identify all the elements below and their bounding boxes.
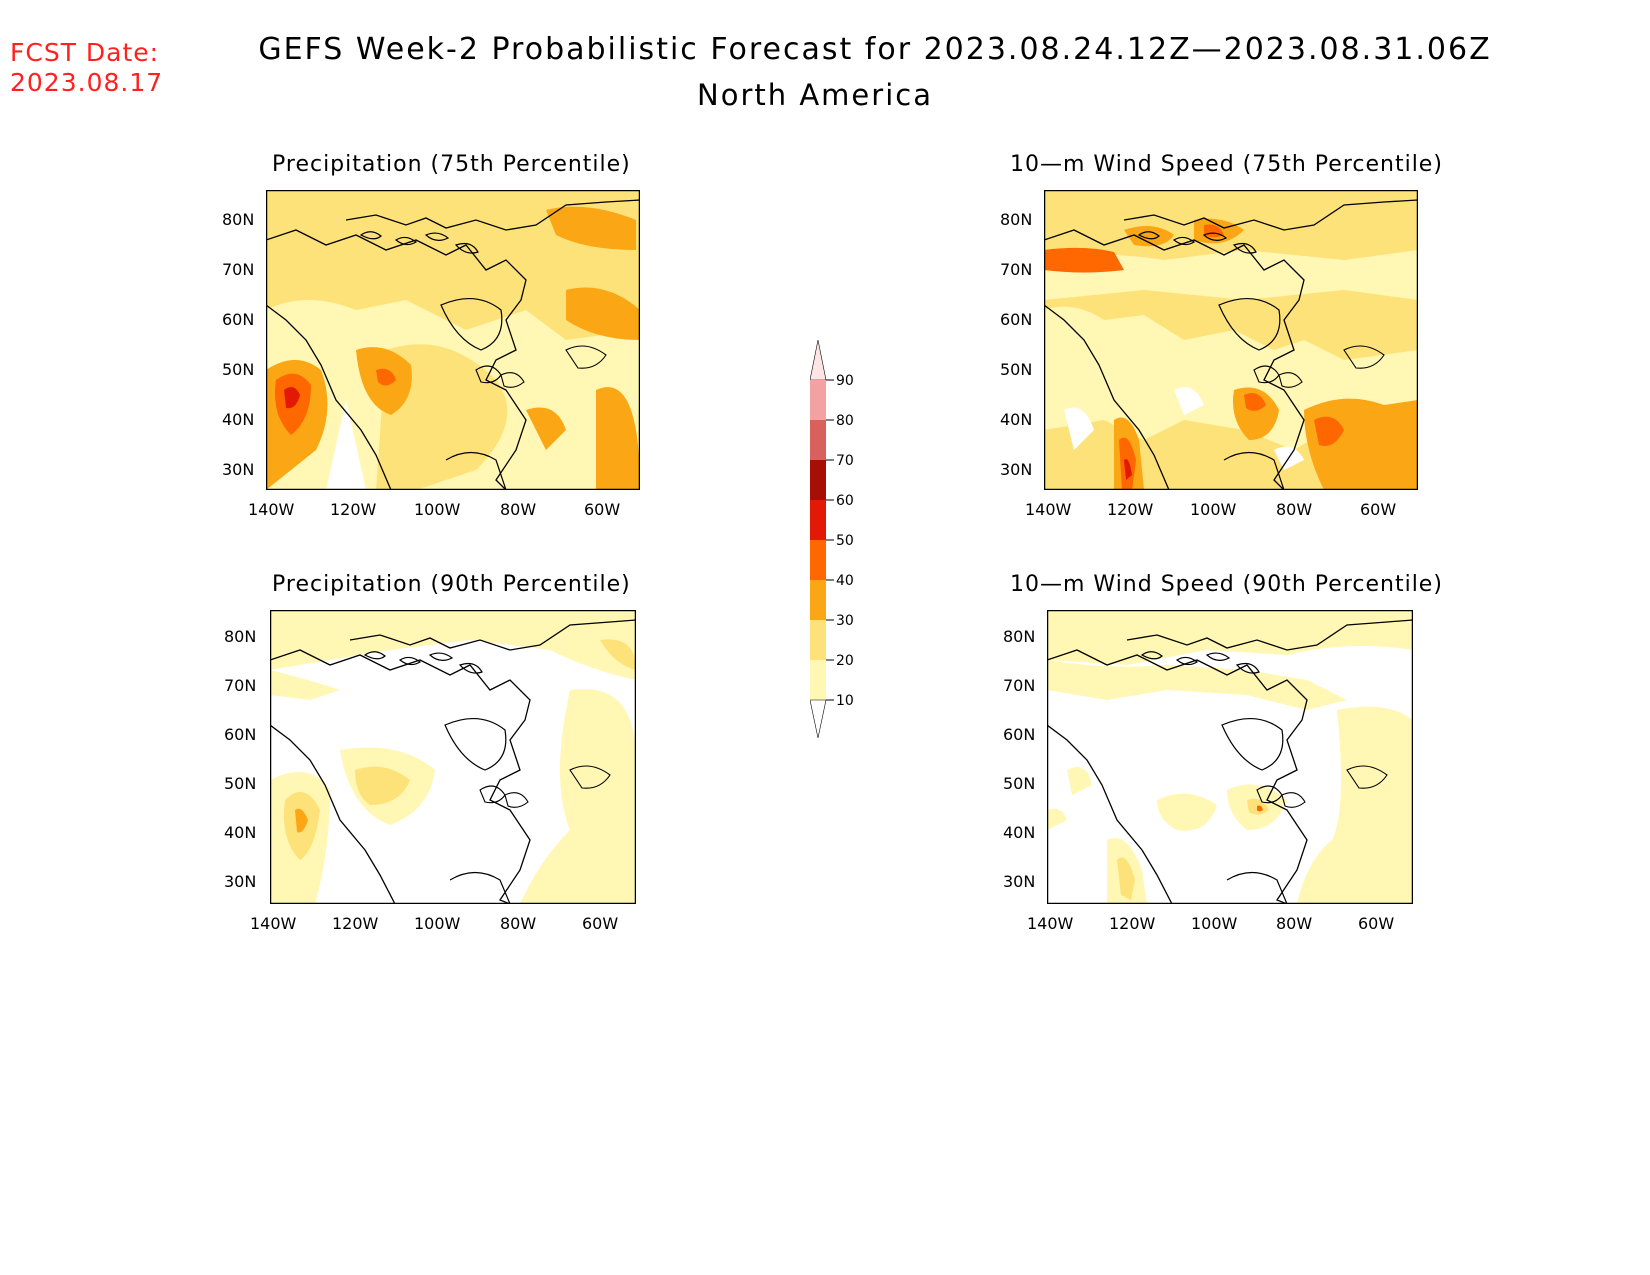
lat-label: 60N <box>1003 725 1036 744</box>
lon-label: 80W <box>1276 914 1313 933</box>
colorbar-swatch <box>810 380 826 420</box>
lon-label: 120W <box>332 914 379 933</box>
map-plot <box>266 190 640 490</box>
lon-label: 60W <box>582 914 619 933</box>
colorbar-swatch <box>810 580 826 620</box>
lat-label: 30N <box>222 460 255 479</box>
lat-label: 50N <box>222 360 255 379</box>
lat-label: 70N <box>1000 260 1033 279</box>
colorbar-label: 70 <box>836 453 854 469</box>
colorbar-label: 10 <box>836 693 854 709</box>
lon-label: 60W <box>584 500 621 519</box>
forecast-date-block: FCST Date: 2023.08.17 <box>10 38 163 98</box>
lat-label: 50N <box>1000 360 1033 379</box>
lat-label: 80N <box>224 627 257 646</box>
colorbar-swatch <box>810 500 826 540</box>
forecast-date-value: 2023.08.17 <box>10 68 164 97</box>
colorbar-swatch <box>810 460 826 500</box>
lat-label: 40N <box>1003 823 1036 842</box>
colorbar-swatch <box>810 420 826 460</box>
lon-label: 80W <box>500 500 537 519</box>
colorbar-label: 40 <box>836 573 854 589</box>
colorbar-top-triangle <box>810 339 827 381</box>
lon-label: 140W <box>248 500 295 519</box>
colorbar: 90 80 70 60 50 40 30 20 10 <box>810 335 870 745</box>
lon-label: 140W <box>1025 500 1072 519</box>
lon-label: 120W <box>330 500 377 519</box>
panel-title: 10—m Wind Speed (90th Percentile) <box>1010 572 1443 597</box>
map-plot <box>1047 610 1413 904</box>
lon-label: 100W <box>1191 914 1238 933</box>
region-subtitle: North America <box>697 78 933 112</box>
lat-label: 40N <box>222 410 255 429</box>
lon-label: 60W <box>1360 500 1397 519</box>
lat-label: 70N <box>1003 676 1036 695</box>
lat-label: 60N <box>224 725 257 744</box>
map-plot <box>1044 190 1418 490</box>
lon-label: 100W <box>414 914 461 933</box>
lat-label: 70N <box>224 676 257 695</box>
lat-label: 30N <box>1003 872 1036 891</box>
colorbar-swatch <box>810 660 826 700</box>
lon-label: 80W <box>500 914 537 933</box>
panel-title: Precipitation (75th Percentile) <box>272 152 631 177</box>
page-title: GEFS Week-2 Probabilistic Forecast for 2… <box>258 32 1492 67</box>
lat-label: 30N <box>224 872 257 891</box>
lon-label: 120W <box>1107 500 1154 519</box>
lat-label: 80N <box>222 210 255 229</box>
colorbar-swatch <box>810 620 826 660</box>
lon-label: 80W <box>1276 500 1313 519</box>
lon-label: 100W <box>414 500 461 519</box>
colorbar-label: 60 <box>836 493 854 509</box>
lat-label: 80N <box>1000 210 1033 229</box>
colorbar-bottom-triangle <box>810 699 827 739</box>
lat-label: 50N <box>1003 774 1036 793</box>
panel-title: Precipitation (90th Percentile) <box>272 572 631 597</box>
colorbar-swatch <box>810 540 826 580</box>
lat-label: 80N <box>1003 627 1036 646</box>
colorbar-label: 20 <box>836 653 854 669</box>
lat-label: 70N <box>222 260 255 279</box>
colorbar-label: 80 <box>836 413 854 429</box>
lon-label: 140W <box>1027 914 1074 933</box>
lat-label: 60N <box>1000 310 1033 329</box>
lon-label: 60W <box>1358 914 1395 933</box>
colorbar-label: 90 <box>836 373 854 389</box>
lat-label: 30N <box>1000 460 1033 479</box>
lat-label: 50N <box>224 774 257 793</box>
forecast-date-label: FCST Date: <box>10 38 160 67</box>
map-plot <box>270 610 636 904</box>
lat-label: 60N <box>222 310 255 329</box>
lon-label: 100W <box>1190 500 1237 519</box>
lat-label: 40N <box>1000 410 1033 429</box>
colorbar-swatches <box>810 339 834 739</box>
lat-label: 40N <box>224 823 257 842</box>
colorbar-label: 50 <box>836 533 854 549</box>
lon-label: 120W <box>1109 914 1156 933</box>
lon-label: 140W <box>250 914 297 933</box>
colorbar-label: 30 <box>836 613 854 629</box>
panel-title: 10—m Wind Speed (75th Percentile) <box>1010 152 1443 177</box>
